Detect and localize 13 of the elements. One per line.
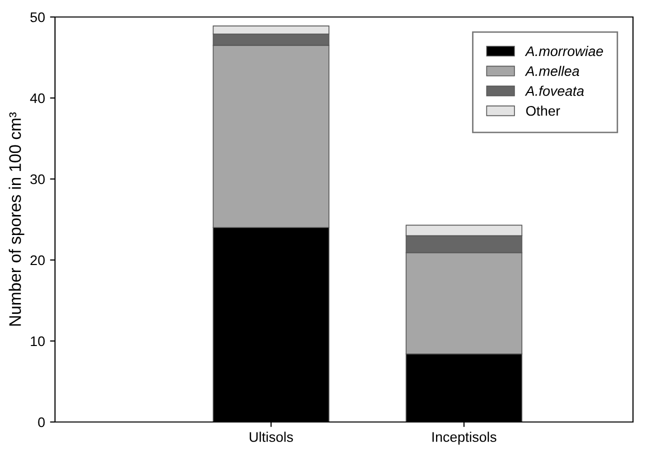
y-tick-label: 10 [30, 336, 45, 346]
legend-label: A.mellea [524, 66, 580, 76]
y-tick-label: 30 [30, 174, 45, 184]
x-tick-label: Inceptisols [432, 432, 496, 445]
y-tick-label: 50 [30, 12, 45, 22]
y-tick-label: 0 [38, 417, 45, 428]
x-tick-label: Ultisols [250, 432, 293, 442]
legend-label: A.morrowiae [524, 46, 603, 56]
y-tick-label: 40 [30, 93, 45, 104]
legend-label: Other [526, 106, 560, 116]
y-tick-label: 20 [30, 255, 45, 266]
legend-label: A.foveata [524, 86, 584, 96]
y-axis-title: Number of spores in 100 cm³ [8, 112, 24, 326]
